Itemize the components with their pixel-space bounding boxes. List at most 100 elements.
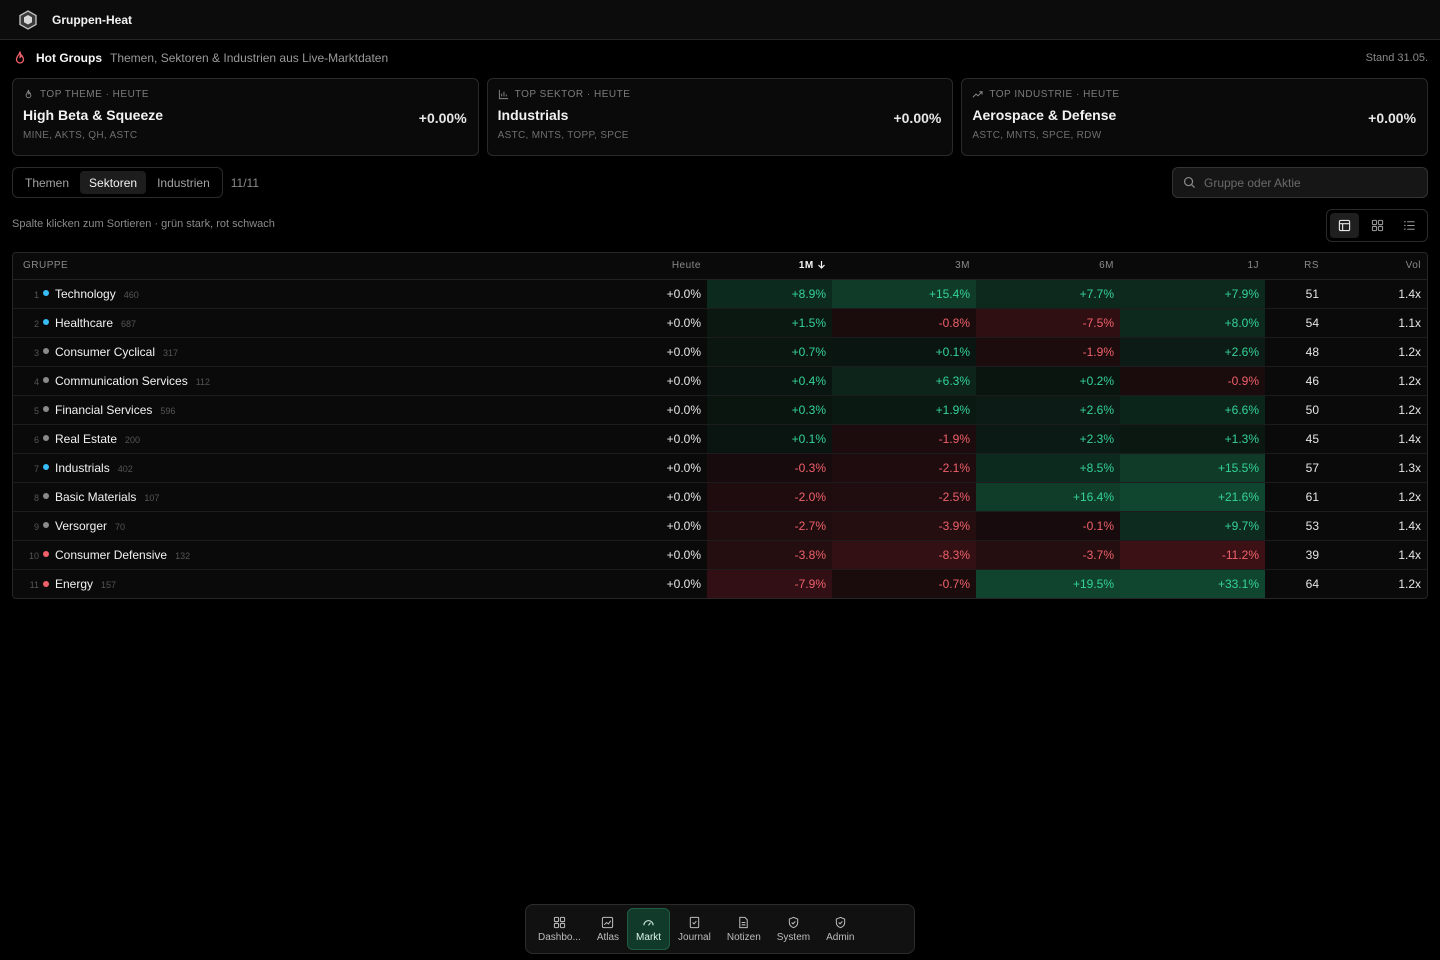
cell-m6: +2.3% [976, 424, 1120, 454]
cell-heute: +0.0% [613, 395, 707, 425]
cell-m3: +6.3% [832, 366, 976, 396]
table-row[interactable]: 10 Consumer Defensive 132 +0.0% -3.8% -8.3% -3… [13, 540, 1427, 570]
dock-item-markt[interactable]: Markt [627, 908, 671, 950]
group-member-count: 132 [175, 550, 191, 561]
group-name[interactable]: Consumer Defensive [55, 547, 168, 562]
list-view-button[interactable] [1395, 213, 1424, 238]
card-title: Industrials [497, 107, 569, 123]
status-dot [43, 348, 49, 355]
flame-icon [15, 51, 25, 64]
column-header-heute[interactable]: Heute [613, 253, 707, 280]
cell-m6: +0.2% [976, 366, 1120, 396]
dock-item-label: Notizen [726, 931, 761, 943]
group-member-count: 317 [163, 347, 179, 358]
group-name[interactable]: Technology [55, 286, 116, 301]
column-header-vol[interactable]: Vol [1325, 253, 1427, 280]
dock-item-admin[interactable]: Admin [818, 908, 862, 950]
column-header-rs[interactable]: RS [1265, 253, 1325, 280]
group-name[interactable]: Healthcare [55, 315, 114, 330]
tab-sektoren[interactable]: Sektoren [80, 171, 147, 194]
search-input[interactable] [1204, 175, 1404, 190]
cell-y1: +15.5% [1120, 453, 1265, 483]
group-name[interactable]: Basic Materials [55, 489, 137, 504]
table-row[interactable]: 9 Versorger 70 +0.0% -2.7% -3.9% -0.1% +9.7% 53 1… [13, 511, 1427, 541]
trend-up-icon [972, 91, 983, 98]
cell-heute: +0.0% [613, 453, 707, 483]
cell-heute: +0.0% [613, 424, 707, 454]
cell-vol: 1.2x [1325, 482, 1427, 512]
group-name[interactable]: Energy [55, 576, 94, 591]
status-dot [43, 406, 49, 413]
cell-heute: +0.0% [613, 279, 707, 309]
status-dot [43, 290, 49, 297]
cell-heute: +0.0% [666, 576, 701, 591]
table-row[interactable]: 7 Industrials 402 +0.0% -0.3% -2.1% +8.5% +15.5… [13, 453, 1427, 483]
top-theme-card[interactable]: TOP THEME · HEUTE High Beta & Squeeze MI… [12, 78, 479, 156]
group-name[interactable]: Industrials [55, 460, 110, 475]
dock-item-label: Markt [636, 931, 662, 943]
dock-item-dashbo[interactable]: Dashbo... [530, 908, 589, 950]
controls-bar: Themen Sektoren Industrien 11/11 [12, 167, 1428, 198]
card-kicker: TOP INDUSTRIE · HEUTE [989, 89, 1120, 100]
search-box[interactable] [1172, 167, 1428, 198]
column-header-6m[interactable]: 6M [976, 253, 1120, 280]
cell-y1: +6.6% [1120, 395, 1265, 425]
bottom-dock: Dashbo... Atlas Markt Journal Notizen System A… [525, 904, 915, 954]
table-row[interactable]: 1 Technology 460 +0.0% +8.9% +15.4% +7.7% +7.9%… [13, 279, 1427, 309]
cell-y1: +7.9% [1120, 279, 1265, 309]
table-row[interactable]: 2 Healthcare 687 +0.0% +1.5% -0.8% -7.5% +8.0% 5… [13, 308, 1427, 338]
card-change: +0.00% [893, 110, 942, 126]
row-rank: 2 [33, 318, 39, 329]
journal-icon [689, 916, 700, 928]
hot-groups-subtitle: Themen, Sektoren & Industrien aus Live-M… [110, 51, 389, 65]
table-row[interactable]: 4 Communication Services 112 +0.0% +0.4% +6.3… [13, 366, 1427, 396]
dock-item-label: Admin [826, 931, 855, 943]
table-header-row: GRUPPE Heute 1M 3M 6M 1J RS Vol [13, 253, 1427, 280]
status-dot [43, 377, 49, 384]
sort-descending-icon [818, 261, 825, 270]
cell-rs: 45 [1265, 424, 1325, 454]
table-view-button[interactable] [1330, 213, 1359, 238]
dock-item-atlas[interactable]: Atlas [589, 908, 627, 950]
cell-rs: 46 [1265, 366, 1325, 396]
tab-themen[interactable]: Themen [25, 175, 70, 190]
column-header-3m[interactable]: 3M [832, 253, 976, 280]
cell-vol: 1.2x [1325, 337, 1427, 367]
top-sector-card[interactable]: TOP SEKTOR · HEUTE Industrials ASTC, MNT… [486, 78, 954, 156]
app-logo-icon[interactable] [16, 8, 40, 32]
dashboard-icon [553, 916, 566, 928]
group-name[interactable]: Consumer Cyclical [55, 344, 156, 359]
table-row[interactable]: 5 Financial Services 596 +0.0% +0.3% +1.9% +2.… [13, 395, 1427, 425]
chart-icon [602, 916, 614, 928]
cell-heute: +0.0% [613, 308, 707, 338]
cell-m1: -2.7% [707, 511, 832, 541]
group-member-count: 107 [144, 492, 160, 503]
cell-rs: 48 [1265, 337, 1325, 367]
column-header-gruppe[interactable]: GRUPPE [13, 253, 613, 280]
group-name[interactable]: Real Estate [55, 431, 118, 446]
table-row[interactable]: 8 Basic Materials 107 +0.0% -2.0% -2.5% +16.4%… [13, 482, 1427, 512]
column-header-1j[interactable]: 1J [1120, 253, 1265, 280]
top-industry-card[interactable]: TOP INDUSTRIE · HEUTE Aerospace & Defens… [961, 78, 1429, 156]
table-row[interactable]: 3 Consumer Cyclical 317 +0.0% +0.7% +0.1% -1.9… [13, 337, 1427, 367]
dock-item-notizen[interactable]: Notizen [719, 908, 769, 950]
group-name[interactable]: Financial Services [55, 402, 153, 417]
top-cards: TOP THEME · HEUTE High Beta & Squeeze MI… [12, 78, 1429, 156]
group-name[interactable]: Versorger [55, 518, 108, 533]
table-row[interactable]: 6 Real Estate 200 +0.0% +0.1% -1.9% +2.3% +1.3%… [13, 424, 1427, 454]
group-cell: 5 Financial Services 596 [13, 395, 613, 425]
table-row[interactable]: 11 Energy 157 +0.0% -7.9% -0.7% +19.5% +33.1% 64… [13, 569, 1427, 598]
tab-industrien[interactable]: Industrien [157, 175, 210, 190]
group-name[interactable]: Communication Services [55, 373, 188, 388]
card-kicker: TOP THEME · HEUTE [40, 89, 150, 100]
grid-view-button[interactable] [1363, 213, 1392, 238]
dock-item-system[interactable]: System [769, 908, 818, 950]
dock-item-journal[interactable]: Journal [670, 908, 719, 950]
column-header-1m[interactable]: 1M [707, 253, 832, 280]
row-rank: 4 [33, 376, 39, 387]
search-icon [1183, 176, 1196, 189]
table-body: 1 Technology 460 +0.0% +8.9% +15.4% +7.7% +7.9%… [13, 279, 1427, 598]
cell-m6: -1.9% [976, 337, 1120, 367]
notes-icon [739, 916, 749, 928]
row-rank: 5 [33, 405, 39, 416]
